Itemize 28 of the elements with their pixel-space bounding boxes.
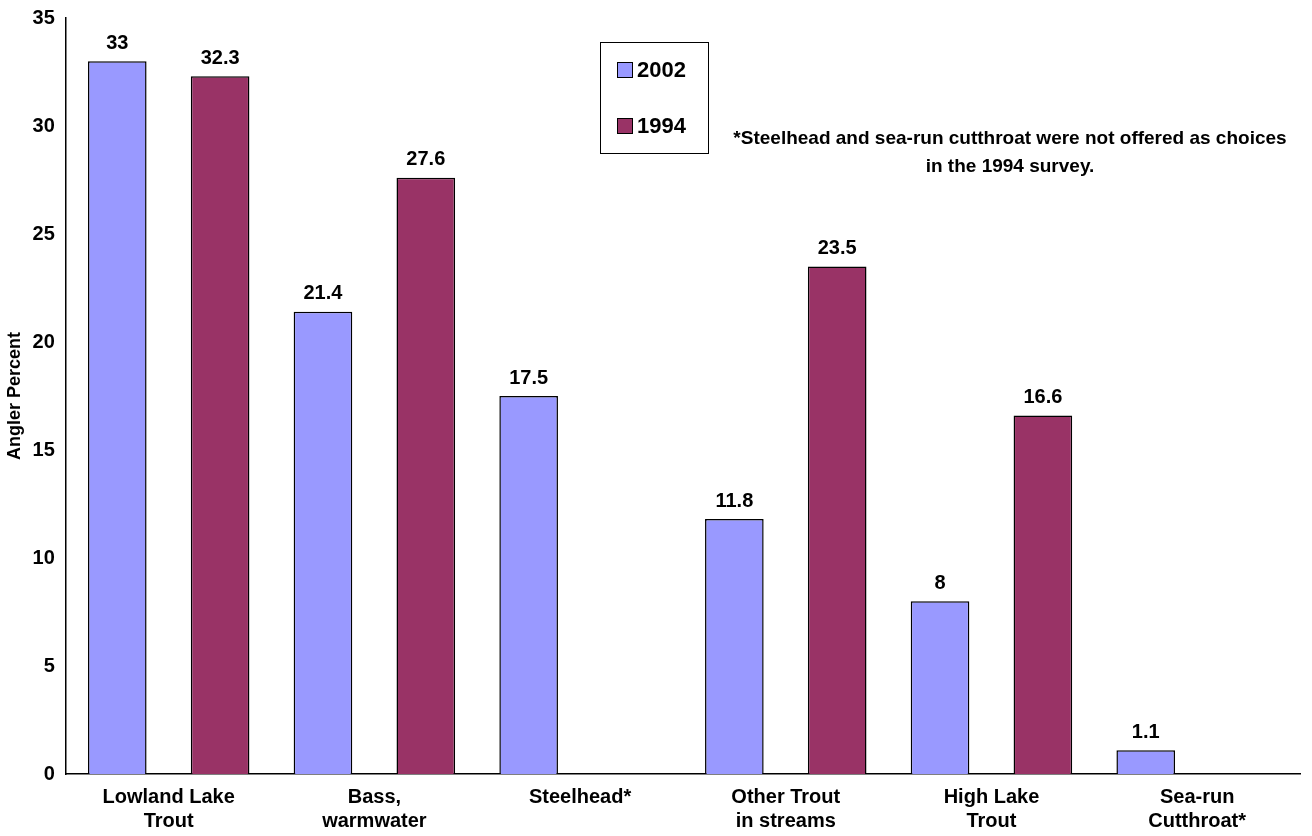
y-tick-label: 35 [32,5,55,28]
y-tick-label: 25 [32,221,55,244]
data-label: 1.1 [1131,719,1160,742]
y-tick-label: 20 [32,329,55,352]
data-label: 32.3 [200,45,240,68]
y-tick-label: 10 [32,545,55,568]
x-tick-label: Steelhead* [528,784,632,807]
data-label: 8 [934,570,946,593]
data-label: 33 [106,30,129,53]
y-tick-label: 15 [32,437,55,460]
data-label: 17.5 [509,365,549,388]
x-tick-label: High Lake Trout [943,784,1040,831]
y-tick-label: 0 [43,761,55,784]
data-label: 16.6 [1023,384,1063,407]
x-tick-label: Lowland Lake Trout [102,784,235,831]
legend-label: 1994 [637,113,686,139]
data-label: 21.4 [303,281,344,304]
data-label: 23.5 [817,235,857,258]
y-tick-label: 5 [43,653,55,676]
x-tick-label: Sea-run Cutthroat* [1148,784,1247,831]
annotation: *Steelhead and sea-run cutthroat were not offered as choices in the 1994 survey. [732,126,1288,178]
legend-label: 2002 [637,57,686,83]
y-axis-title: Angler Percent [3,331,24,461]
data-label: 27.6 [406,147,446,170]
y-tick-label: 30 [32,113,55,136]
x-tick-label: Bass, warmwater [321,784,427,831]
x-tick-label: Other Trout in streams [731,784,841,831]
data-label: 11.8 [715,488,754,511]
